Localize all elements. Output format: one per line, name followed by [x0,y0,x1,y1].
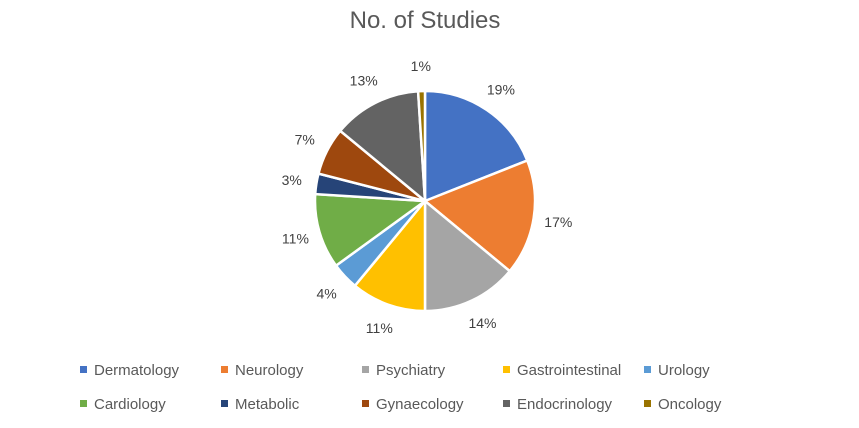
legend-item-endocrinology: Endocrinology [503,396,613,413]
legend-swatch [503,366,510,373]
data-label-endocrinology: 13% [350,73,378,89]
legend-label: Psychiatry [376,362,446,379]
legend-swatch [644,400,651,407]
legend-label: Cardiology [94,396,166,413]
legend-item-gastrointestinal: Gastrointestinal [503,362,621,379]
legend-swatch [362,366,369,373]
legend-swatch [362,400,369,407]
legend-item-metabolic: Metabolic [221,396,300,413]
data-label-urology: 4% [316,285,336,301]
data-label-gastrointestinal: 11% [366,320,393,336]
slice-oncology [416,89,427,202]
legend-label: Gynaecology [376,396,464,413]
legend-item-gynaecology: Gynaecology [362,396,464,413]
slice-gastrointestinal [353,197,427,313]
legend-label: Gastrointestinal [517,362,621,379]
legend-label: Urology [658,362,710,379]
legend-swatch [503,400,510,407]
slice-endocrinology [338,89,427,204]
legend: Dermatology Neurology Psychiatry Gastrointe… [80,362,722,413]
data-label-gynaecology: 7% [295,132,315,148]
legend-item-oncology: Oncology [644,396,722,413]
chart-title: No. of Studies [350,7,501,34]
data-label-neurology: 17% [544,214,572,230]
legend-item-psychiatry: Psychiatry [362,362,446,379]
slice-psychiatry [423,198,512,313]
legend-item-dermatology: Dermatology [80,362,180,379]
data-label-psychiatry: 14% [468,315,496,331]
data-labels: 19% 17% 14% 11% 4% 11% 3% 7% 13% 1% [282,58,573,336]
data-label-metabolic: 3% [282,172,302,188]
legend-label: Dermatology [94,362,180,379]
legend-swatch [644,366,651,373]
legend-label: Metabolic [235,396,300,413]
data-label-dermatology: 19% [487,81,515,97]
legend-label: Oncology [658,396,722,413]
legend-swatch [221,366,228,373]
legend-item-cardiology: Cardiology [80,396,166,413]
legend-label: Neurology [235,362,304,379]
slice-dermatology [423,89,529,203]
legend-swatch [221,400,228,407]
slice-neurology [422,158,537,273]
data-label-oncology: 1% [411,58,431,74]
pie-slices [313,89,537,313]
slice-cardiology [313,192,429,268]
legend-swatch [80,400,87,407]
data-label-cardiology: 11% [282,231,309,247]
legend-item-neurology: Neurology [221,362,304,379]
legend-swatch [80,366,87,373]
legend-item-urology: Urology [644,362,710,379]
legend-label: Endocrinology [517,396,613,413]
